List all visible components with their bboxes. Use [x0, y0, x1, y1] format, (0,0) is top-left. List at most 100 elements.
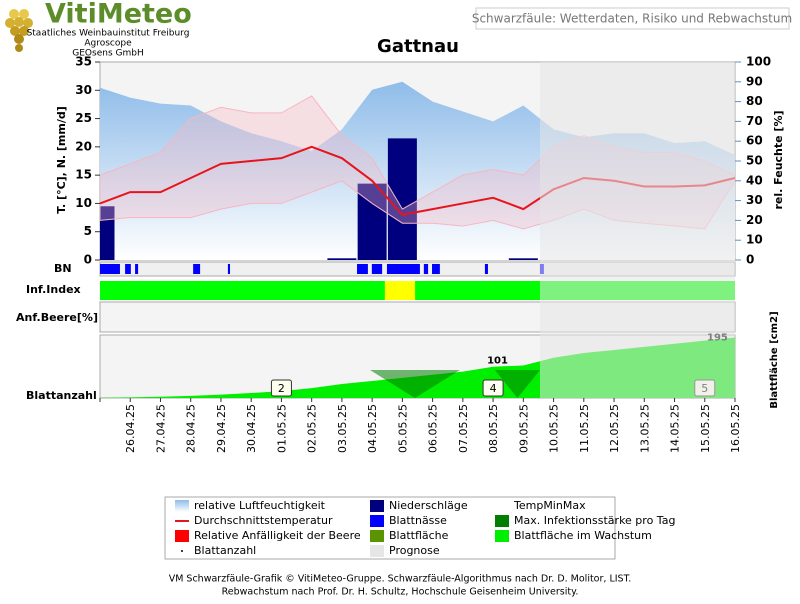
y-tick-label: 15	[75, 168, 92, 182]
x-tick-label: 05.05.25	[396, 404, 409, 453]
y2-tick-label: 80	[746, 94, 763, 108]
footer: VM Schwarzfäule-Grafik © VitiMeteo-Grupp…	[169, 574, 632, 585]
row-label: Anf.Beere[%]	[16, 311, 98, 324]
legend-label: relative Luftfeuchtigkeit	[194, 499, 326, 512]
x-tick-label: 14.05.25	[669, 404, 682, 453]
y2-tick-label: 90	[746, 74, 763, 88]
legend-label: Blattanzahl	[194, 544, 256, 557]
legend-label: Blattnässe	[389, 514, 447, 527]
y2-tick-label: 100	[746, 55, 771, 69]
leaf-count: 4	[490, 382, 497, 395]
precip-bar	[387, 138, 417, 260]
leaf-wetness	[125, 264, 131, 274]
x-tick-label: 06.05.25	[427, 404, 440, 453]
y-tick-label: 20	[75, 139, 92, 153]
x-tick-label: 13.05.25	[638, 404, 651, 453]
y-tick-label: 5	[84, 224, 92, 238]
subtitle: Schwarzfäule: Wetterdaten, Risiko und Re…	[472, 12, 792, 26]
legend-swatch	[495, 530, 509, 542]
leaf-wetness	[423, 264, 429, 274]
x-tick-label: 16.05.25	[729, 404, 742, 453]
y2-tick-label: 40	[746, 173, 763, 187]
x-tick-label: 27.04.25	[154, 404, 167, 453]
x-tick-label: 29.04.25	[215, 404, 228, 453]
x-tick-label: 15.05.25	[699, 404, 712, 453]
y-tick-label: 10	[75, 196, 92, 210]
legend-box	[164, 496, 616, 560]
x-tick-label: 28.04.25	[185, 404, 198, 453]
x-tick-label: 03.05.25	[336, 404, 349, 453]
x-tick-label: 02.05.25	[306, 404, 319, 453]
x-tick-label: 07.05.25	[457, 404, 470, 453]
x-tick-label: 12.05.25	[608, 404, 621, 453]
prognose	[539, 62, 735, 398]
leaf-wetness	[193, 264, 201, 274]
y2-tick-label: 70	[746, 114, 763, 128]
org: GEOsens GmbH	[72, 49, 143, 59]
leaf-area-label: 101	[487, 356, 508, 367]
legend-label: Blattfläche im Wachstum	[514, 529, 652, 542]
y2-tick-label: 50	[746, 154, 763, 168]
legend-swatch	[370, 545, 384, 557]
infection	[370, 370, 460, 398]
legend-swatch	[370, 500, 384, 512]
legend-label: Max. Infektionsstärke pro Tag	[514, 514, 675, 527]
row-label: Blattanzahl	[26, 389, 97, 402]
y-tick-label: 30	[75, 83, 92, 97]
footer: Rebwachstum nach Prof. Dr. H. Schultz, H…	[222, 587, 579, 598]
x-tick-label: 11.05.25	[578, 404, 591, 453]
y2-tick-label: 10	[746, 233, 763, 247]
legend-swatch	[181, 550, 183, 552]
y-tick-label: 35	[75, 55, 92, 69]
x-tick-label: 26.04.25	[124, 404, 137, 453]
leaf-count-box	[270, 379, 292, 397]
leaf-wetness	[100, 264, 120, 274]
leaf-wetness	[386, 264, 420, 274]
legend-label: Relative Anfälligkeit der Beere	[194, 529, 361, 542]
row-label: BN	[54, 262, 72, 275]
infection	[494, 370, 540, 398]
x-tick-label: 04.05.25	[366, 404, 379, 453]
legend-swatch	[370, 515, 384, 527]
org: Staatliches Weinbauinstitut Freiburg	[27, 29, 190, 39]
subtitle-box	[475, 7, 790, 30]
leaf-wetness	[371, 264, 383, 274]
legend-label: TempMinMax	[513, 499, 586, 512]
precip-bar	[327, 258, 357, 260]
x-tick-label: 01.05.25	[275, 404, 288, 453]
y2-tick-label: 60	[746, 134, 763, 148]
logo	[5, 9, 33, 52]
legend-label: Durchschnittstemperatur	[194, 514, 333, 527]
x-tick-label: 30.04.25	[245, 404, 258, 453]
legend-swatch	[495, 515, 509, 527]
legend-label: Blattfläche	[389, 529, 449, 542]
leaf-wetness	[135, 264, 139, 274]
y-tick-label: 25	[75, 111, 92, 125]
inf-index-high	[384, 281, 416, 300]
y2-tick-label: 30	[746, 193, 763, 207]
legend-swatch	[175, 530, 189, 542]
leaf-count-box	[482, 379, 504, 397]
leaf-wetness	[357, 264, 368, 274]
leaf-wetness	[484, 264, 488, 274]
y2-axis-title: rel. Feuchte [%]	[772, 111, 785, 210]
x-tick-label: 08.05.25	[487, 404, 500, 453]
y2-tick-label: 20	[746, 213, 763, 227]
leaf-wetness	[227, 264, 231, 274]
row-label: Inf.Index	[26, 283, 81, 296]
legend-swatch	[370, 530, 384, 542]
leaf-wetness	[432, 264, 440, 274]
org: Agroscope	[84, 39, 132, 49]
chart-title: Gattnau	[377, 36, 459, 57]
y-tick-label: 0	[84, 253, 92, 267]
legend-label: Prognose	[389, 544, 440, 557]
logo-text: VitiMeteo	[45, 0, 192, 30]
legend-swatch	[175, 500, 189, 512]
legend-label: Niederschläge	[389, 499, 468, 512]
x-tick-label: 10.05.25	[548, 404, 561, 453]
precip-bar	[508, 258, 538, 260]
x-tick-label: 09.05.25	[517, 404, 530, 453]
leaf-axis-title: Blattfläche [cm2]	[769, 311, 780, 408]
leaf-count: 2	[278, 382, 285, 395]
